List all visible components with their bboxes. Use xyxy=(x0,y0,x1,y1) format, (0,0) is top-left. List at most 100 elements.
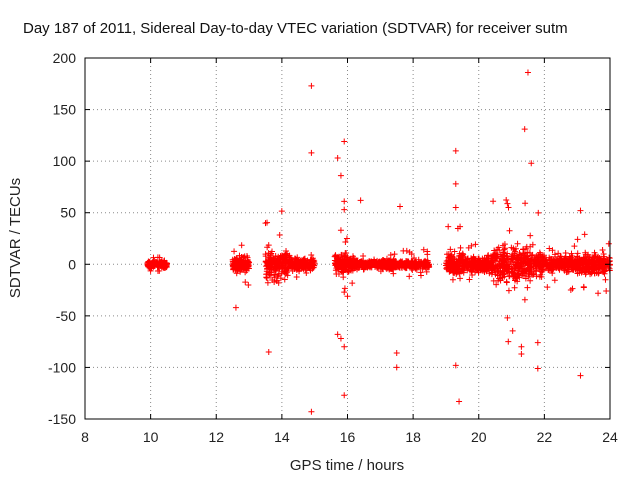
data-point xyxy=(457,244,464,251)
data-point xyxy=(539,254,546,261)
data-point xyxy=(245,281,252,288)
data-point xyxy=(535,262,542,269)
data-point xyxy=(503,197,510,204)
data-point xyxy=(394,263,401,270)
x-axis-ticks: 8 10 12 14 16 18 20 22 24 xyxy=(81,58,618,445)
data-point xyxy=(501,273,508,280)
data-point xyxy=(544,259,551,266)
data-point xyxy=(561,267,568,274)
data-point xyxy=(390,270,397,277)
data-point xyxy=(539,263,546,270)
data-point xyxy=(527,232,534,239)
data-point xyxy=(480,258,487,265)
data-point xyxy=(522,275,529,282)
data-point xyxy=(491,247,498,254)
data-point xyxy=(341,289,348,296)
data-point xyxy=(509,327,516,334)
x-tick-label: 18 xyxy=(405,429,421,445)
data-point xyxy=(584,253,591,260)
data-point xyxy=(344,267,351,274)
y-tick-label: -100 xyxy=(48,359,76,375)
data-point xyxy=(154,254,161,261)
data-point xyxy=(527,243,534,250)
data-point xyxy=(343,250,350,257)
data-point xyxy=(269,248,276,255)
data-point xyxy=(237,268,244,275)
data-point xyxy=(465,244,472,251)
data-point xyxy=(528,256,535,263)
data-point xyxy=(523,266,530,273)
data-point xyxy=(516,250,523,257)
data-point xyxy=(341,343,348,350)
data-point xyxy=(405,260,412,267)
data-point xyxy=(485,265,492,272)
data-point xyxy=(303,270,310,277)
data-point xyxy=(272,267,279,274)
data-point xyxy=(280,255,287,262)
data-point xyxy=(500,249,507,256)
data-point xyxy=(337,262,344,269)
data-point xyxy=(452,147,459,154)
data-point xyxy=(563,256,570,263)
data-point xyxy=(508,244,515,251)
data-point xyxy=(361,266,368,273)
data-point xyxy=(501,246,508,253)
data-point xyxy=(571,243,578,250)
data-point xyxy=(443,260,450,267)
data-point xyxy=(337,335,344,342)
data-point xyxy=(496,262,503,269)
data-point xyxy=(341,392,348,399)
x-tick-label: 8 xyxy=(81,429,89,445)
data-point xyxy=(424,251,431,258)
data-point xyxy=(146,261,153,268)
x-axis-title: GPS time / hours xyxy=(290,457,404,474)
data-point xyxy=(271,278,278,285)
data-point xyxy=(310,261,317,268)
data-point xyxy=(567,258,574,265)
data-point xyxy=(442,260,449,267)
data-point xyxy=(163,263,170,270)
data-point xyxy=(601,253,608,260)
data-point xyxy=(511,271,518,278)
data-point xyxy=(343,235,350,242)
data-point xyxy=(276,232,283,239)
data-point xyxy=(511,284,518,291)
y-tick-label: 200 xyxy=(53,50,77,66)
data-point xyxy=(232,259,239,266)
data-point xyxy=(528,160,535,167)
data-point xyxy=(423,268,430,275)
data-point xyxy=(504,256,511,263)
data-point xyxy=(232,304,239,311)
data-point xyxy=(567,286,574,293)
data-point xyxy=(283,247,290,254)
data-point xyxy=(265,242,272,249)
data-point xyxy=(594,255,601,262)
data-point xyxy=(504,314,511,321)
data-point xyxy=(308,82,315,89)
data-point xyxy=(302,258,309,265)
data-point xyxy=(281,276,288,283)
data-point xyxy=(524,284,531,291)
data-point xyxy=(400,247,407,254)
data-point xyxy=(505,260,512,267)
data-point xyxy=(447,261,454,268)
data-point xyxy=(265,348,272,355)
data-point xyxy=(527,277,534,284)
data-point xyxy=(231,248,238,255)
data-point xyxy=(543,260,550,267)
data-point xyxy=(503,265,510,272)
data-point xyxy=(368,262,375,269)
data-point xyxy=(341,206,348,213)
data-point xyxy=(526,249,533,256)
data-point xyxy=(569,266,576,273)
data-point xyxy=(515,264,522,271)
grid-lines xyxy=(85,58,610,419)
data-point xyxy=(532,268,539,275)
data-point xyxy=(587,271,594,278)
data-point xyxy=(268,266,275,273)
y-tick-label: 150 xyxy=(53,102,77,118)
data-point xyxy=(338,256,345,263)
data-point xyxy=(554,258,561,265)
data-point xyxy=(459,250,466,257)
data-point xyxy=(397,203,403,210)
